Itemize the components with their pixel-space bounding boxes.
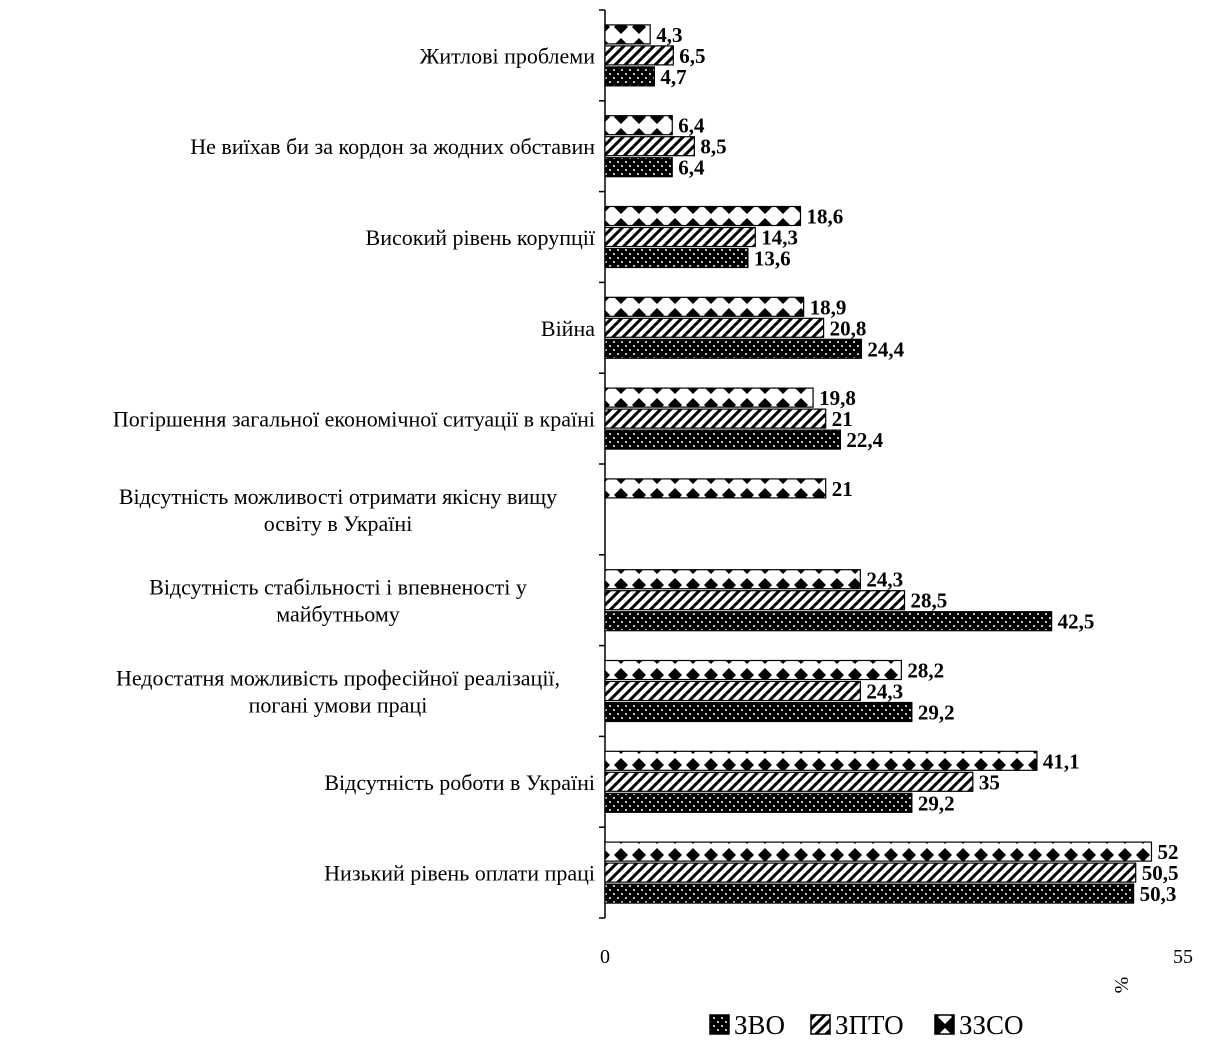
legend-swatch (709, 1014, 730, 1035)
data-label: 4,3 (656, 23, 682, 47)
x-tick-label: 55 (1173, 946, 1193, 968)
bar-ЗПТО (604, 45, 674, 66)
legend-label: ЗЗСО (959, 1010, 1024, 1040)
bar-ЗЗСО (604, 115, 673, 136)
legend-swatch (810, 1014, 831, 1035)
bar-ЗВО (604, 247, 749, 269)
legend-label: ЗВО (734, 1010, 785, 1040)
data-label: 52 (1157, 840, 1178, 864)
data-label: 24,3 (866, 568, 903, 592)
data-label: 14,3 (761, 226, 798, 250)
data-label: 18,6 (806, 205, 843, 229)
category-label: Низький рівень оплати праці (324, 861, 595, 886)
bar-ЗПТО (604, 590, 906, 611)
legend: ЗВО ЗПТО ЗЗСО (709, 1010, 1024, 1040)
data-label: 29,2 (918, 791, 955, 815)
bar-ЗЗСО (604, 750, 1038, 771)
data-label: 50,3 (1140, 882, 1177, 906)
category-label: Недостатня можливість професійної реаліз… (116, 666, 560, 691)
bar-ЗПТО (604, 771, 974, 792)
bar-ЗВО (604, 157, 673, 178)
category-label: Війна (541, 316, 595, 341)
bar-ЗЗСО (604, 205, 802, 227)
data-label: 20,8 (830, 316, 867, 340)
bar-ЗЗСО (604, 569, 861, 590)
data-label: 18,9 (810, 295, 847, 319)
data-label: 41,1 (1043, 749, 1080, 773)
category-label: освіту в Україні (264, 511, 413, 536)
data-label: 28,5 (911, 589, 948, 613)
bar-ЗВО (604, 611, 1053, 632)
category-label: Відсутність стабільності і впевненості у (149, 575, 527, 600)
bar-ЗЗСО (604, 659, 902, 681)
data-label: 6,4 (678, 156, 705, 180)
category-label: Відсутність роботи в Україні (324, 770, 595, 795)
bar-ЗВО (604, 338, 863, 359)
category-label: Житлові проблеми (420, 43, 596, 68)
labels: 4,36,54,7 Житлові проблеми 6,48,56,4 Не виї… (113, 23, 1179, 906)
bar-ЗВО (604, 429, 842, 450)
bar-ЗПТО (604, 226, 756, 248)
data-label: 21 (832, 407, 853, 431)
data-label: 13,6 (754, 247, 791, 271)
bar-ЗЗСО (604, 841, 1153, 862)
data-label: 24,3 (866, 680, 903, 704)
bar-ЗПТО (604, 317, 825, 338)
bar-ЗВО (604, 792, 913, 813)
category-label: Погіршення загальної економічної ситуаці… (113, 407, 595, 432)
data-label: 29,2 (918, 701, 955, 725)
bar-ЗВО (604, 701, 913, 723)
bar-ЗПТО (604, 680, 861, 702)
category-label: Відсутність можливості отримати якісну в… (119, 484, 557, 509)
bar-ЗПТО (604, 408, 827, 429)
data-label: 28,2 (907, 659, 944, 683)
bar-ЗЗСО (604, 478, 827, 499)
data-label: 50,5 (1142, 861, 1179, 885)
bar-ЗЗСО (604, 387, 814, 408)
legend-label: ЗПТО (835, 1010, 904, 1040)
data-label: 8,5 (700, 135, 726, 159)
category-label: Не виїхав би за кордон за жодних обстави… (190, 134, 595, 159)
data-label: 35 (979, 770, 1000, 794)
bars (604, 24, 1153, 904)
category-label: погані умови праці (249, 693, 428, 718)
data-label: 21 (832, 477, 853, 501)
data-label: 6,4 (678, 114, 705, 138)
bar-ЗПТО (604, 862, 1137, 883)
data-label: 19,8 (819, 386, 856, 410)
data-label: 4,7 (660, 65, 686, 89)
category-label: Високий рівень корупції (366, 225, 596, 250)
data-label: 6,5 (679, 44, 705, 68)
bar-ЗПТО (604, 136, 695, 157)
x-axis-label: % (1111, 977, 1133, 994)
x-tick-label: 0 (600, 946, 610, 968)
data-label: 42,5 (1058, 610, 1095, 634)
category-label: майбутньому (276, 602, 400, 627)
bar-ЗВО (604, 66, 655, 87)
bar-ЗЗСО (604, 296, 805, 317)
bar-ЗЗСО (604, 24, 651, 45)
bar-ЗВО (604, 883, 1135, 904)
data-label: 24,4 (867, 337, 904, 361)
data-label: 22,4 (846, 428, 883, 452)
legend-swatch (934, 1014, 955, 1035)
